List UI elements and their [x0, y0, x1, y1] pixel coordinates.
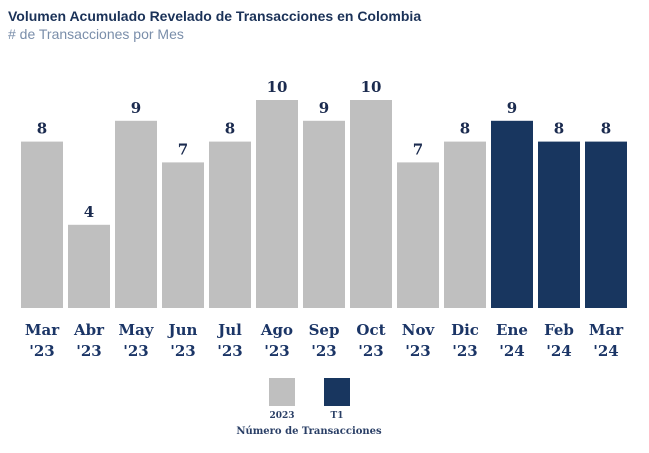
x-tick-month: Jul	[216, 321, 242, 339]
legend-title: Número de Transacciones	[236, 426, 382, 437]
bar-8	[397, 162, 439, 308]
bar-value-label: 8	[601, 120, 611, 138]
bar-5	[256, 100, 298, 308]
bar-10	[491, 120, 533, 308]
x-tick-year: '23	[311, 342, 336, 360]
x-tick-year: '23	[264, 342, 289, 360]
x-tick-year: '23	[452, 342, 477, 360]
bar-4	[209, 141, 251, 308]
bar-7	[350, 100, 392, 308]
x-tick-month: Dic	[451, 321, 479, 339]
x-tick-year: '24	[593, 342, 618, 360]
x-tick-month: Abr	[73, 321, 105, 339]
legend-swatch-2023	[269, 378, 295, 406]
x-tick-year: '23	[29, 342, 54, 360]
chart-title: Volumen Acumulado Revelado de Transaccio…	[8, 8, 422, 24]
bar-value-label: 7	[413, 140, 423, 158]
x-tick-year: '23	[170, 342, 195, 360]
x-tick-month: Ene	[496, 321, 528, 339]
bar-value-label: 10	[361, 78, 382, 96]
x-tick-month: Feb	[544, 321, 574, 339]
bar-1	[68, 224, 110, 308]
bar-value-label: 8	[37, 120, 47, 138]
x-tick-month: May	[118, 321, 154, 339]
legend-label: 2023	[269, 411, 294, 421]
bar-value-label: 8	[225, 120, 235, 138]
x-tick-year: '24	[546, 342, 571, 360]
bar-value-label: 9	[507, 99, 517, 117]
x-tick-year: '24	[499, 342, 524, 360]
legend-label: T1	[331, 411, 344, 421]
bar-value-label: 4	[84, 203, 94, 221]
chart-subtitle: # de Transacciones por Mes	[8, 26, 184, 42]
bar-6	[303, 120, 345, 308]
bar-3	[162, 162, 204, 308]
bar-value-label: 10	[267, 78, 288, 96]
x-tick-year: '23	[405, 342, 430, 360]
bar-value-label: 9	[131, 99, 141, 117]
x-tick-year: '23	[358, 342, 383, 360]
bar-2	[115, 120, 157, 308]
x-tick-month: Mar	[25, 321, 60, 339]
bar-value-label: 8	[460, 120, 470, 138]
legend-swatch-T1	[324, 378, 350, 406]
x-tick-month: Ago	[260, 321, 293, 339]
bar-11	[538, 141, 580, 308]
bar-9	[444, 141, 486, 308]
bar-12	[585, 141, 627, 308]
bar-value-label: 8	[554, 120, 564, 138]
x-tick-month: Mar	[589, 321, 624, 339]
x-tick-month: Nov	[402, 321, 436, 339]
bar-value-label: 7	[178, 140, 188, 158]
x-tick-year: '23	[76, 342, 101, 360]
x-tick-month: Oct	[356, 321, 385, 339]
x-tick-month: Jun	[167, 321, 198, 339]
x-tick-month: Sep	[309, 321, 340, 339]
x-tick-year: '23	[217, 342, 242, 360]
x-tick-year: '23	[123, 342, 148, 360]
bar-0	[21, 141, 63, 308]
bar-value-label: 9	[319, 99, 329, 117]
